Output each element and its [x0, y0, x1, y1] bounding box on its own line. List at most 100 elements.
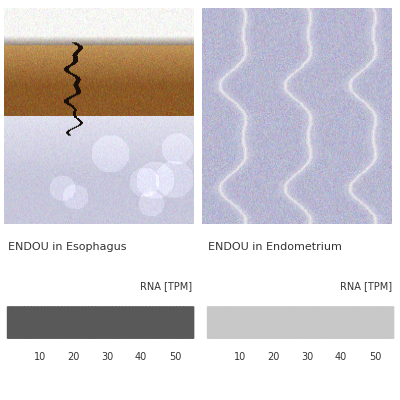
FancyBboxPatch shape: [112, 306, 116, 339]
FancyBboxPatch shape: [308, 306, 313, 339]
Text: 10: 10: [34, 352, 46, 362]
Text: 20: 20: [267, 352, 280, 362]
FancyBboxPatch shape: [27, 306, 32, 339]
FancyBboxPatch shape: [128, 306, 134, 339]
FancyBboxPatch shape: [44, 306, 49, 339]
FancyBboxPatch shape: [325, 306, 330, 339]
FancyBboxPatch shape: [366, 306, 371, 339]
FancyBboxPatch shape: [98, 306, 103, 339]
FancyBboxPatch shape: [271, 306, 276, 339]
FancyBboxPatch shape: [305, 306, 310, 339]
FancyBboxPatch shape: [237, 306, 242, 339]
FancyBboxPatch shape: [352, 306, 357, 339]
Text: RNA [TPM]: RNA [TPM]: [340, 281, 392, 291]
FancyBboxPatch shape: [183, 306, 188, 339]
FancyBboxPatch shape: [220, 306, 225, 339]
FancyBboxPatch shape: [356, 306, 360, 339]
Text: RNA [TPM]: RNA [TPM]: [140, 281, 192, 291]
FancyBboxPatch shape: [159, 306, 164, 339]
FancyBboxPatch shape: [261, 306, 266, 339]
FancyBboxPatch shape: [362, 306, 367, 339]
FancyBboxPatch shape: [342, 306, 347, 339]
FancyBboxPatch shape: [30, 306, 36, 339]
FancyBboxPatch shape: [139, 306, 144, 339]
FancyBboxPatch shape: [328, 306, 334, 339]
FancyBboxPatch shape: [247, 306, 252, 339]
FancyBboxPatch shape: [376, 306, 381, 339]
FancyBboxPatch shape: [135, 306, 140, 339]
FancyBboxPatch shape: [386, 306, 391, 339]
FancyBboxPatch shape: [346, 306, 350, 339]
FancyBboxPatch shape: [190, 306, 194, 339]
FancyBboxPatch shape: [295, 306, 300, 339]
FancyBboxPatch shape: [291, 306, 296, 339]
FancyBboxPatch shape: [230, 306, 236, 339]
FancyBboxPatch shape: [214, 306, 218, 339]
FancyBboxPatch shape: [318, 306, 323, 339]
FancyBboxPatch shape: [156, 306, 160, 339]
FancyBboxPatch shape: [81, 306, 86, 339]
FancyBboxPatch shape: [224, 306, 229, 339]
FancyBboxPatch shape: [369, 306, 374, 339]
FancyBboxPatch shape: [51, 306, 56, 339]
FancyBboxPatch shape: [166, 306, 171, 339]
FancyBboxPatch shape: [78, 306, 83, 339]
FancyBboxPatch shape: [172, 306, 178, 339]
FancyBboxPatch shape: [71, 306, 76, 339]
FancyBboxPatch shape: [54, 306, 59, 339]
Text: 50: 50: [169, 352, 181, 362]
FancyBboxPatch shape: [91, 306, 96, 339]
FancyBboxPatch shape: [146, 306, 150, 339]
FancyBboxPatch shape: [10, 306, 15, 339]
FancyBboxPatch shape: [95, 306, 100, 339]
FancyBboxPatch shape: [152, 306, 157, 339]
FancyBboxPatch shape: [372, 306, 378, 339]
FancyBboxPatch shape: [88, 306, 93, 339]
FancyBboxPatch shape: [251, 306, 256, 339]
FancyBboxPatch shape: [125, 306, 130, 339]
FancyBboxPatch shape: [210, 306, 215, 339]
FancyBboxPatch shape: [274, 306, 279, 339]
FancyBboxPatch shape: [74, 306, 79, 339]
FancyBboxPatch shape: [84, 306, 90, 339]
FancyBboxPatch shape: [284, 306, 290, 339]
FancyBboxPatch shape: [258, 306, 262, 339]
FancyBboxPatch shape: [298, 306, 303, 339]
FancyBboxPatch shape: [162, 306, 167, 339]
FancyBboxPatch shape: [58, 306, 62, 339]
FancyBboxPatch shape: [244, 306, 249, 339]
FancyBboxPatch shape: [390, 306, 394, 339]
FancyBboxPatch shape: [115, 306, 120, 339]
FancyBboxPatch shape: [142, 306, 147, 339]
FancyBboxPatch shape: [186, 306, 191, 339]
FancyBboxPatch shape: [105, 306, 110, 339]
FancyBboxPatch shape: [149, 306, 154, 339]
FancyBboxPatch shape: [335, 306, 340, 339]
FancyBboxPatch shape: [17, 306, 22, 339]
FancyBboxPatch shape: [61, 306, 66, 339]
Text: 40: 40: [135, 352, 147, 362]
FancyBboxPatch shape: [118, 306, 123, 339]
FancyBboxPatch shape: [322, 306, 327, 339]
Text: 30: 30: [101, 352, 114, 362]
FancyBboxPatch shape: [34, 306, 39, 339]
FancyBboxPatch shape: [41, 306, 46, 339]
FancyBboxPatch shape: [339, 306, 344, 339]
FancyBboxPatch shape: [102, 306, 106, 339]
FancyBboxPatch shape: [241, 306, 246, 339]
FancyBboxPatch shape: [349, 306, 354, 339]
FancyBboxPatch shape: [264, 306, 269, 339]
FancyBboxPatch shape: [315, 306, 320, 339]
FancyBboxPatch shape: [68, 306, 73, 339]
FancyBboxPatch shape: [47, 306, 52, 339]
Text: 20: 20: [67, 352, 80, 362]
FancyBboxPatch shape: [207, 306, 212, 339]
FancyBboxPatch shape: [24, 306, 29, 339]
FancyBboxPatch shape: [268, 306, 273, 339]
FancyBboxPatch shape: [37, 306, 42, 339]
Text: 40: 40: [335, 352, 347, 362]
FancyBboxPatch shape: [20, 306, 25, 339]
FancyBboxPatch shape: [234, 306, 239, 339]
FancyBboxPatch shape: [14, 306, 18, 339]
Text: ENDOU in Endometrium: ENDOU in Endometrium: [208, 242, 342, 252]
